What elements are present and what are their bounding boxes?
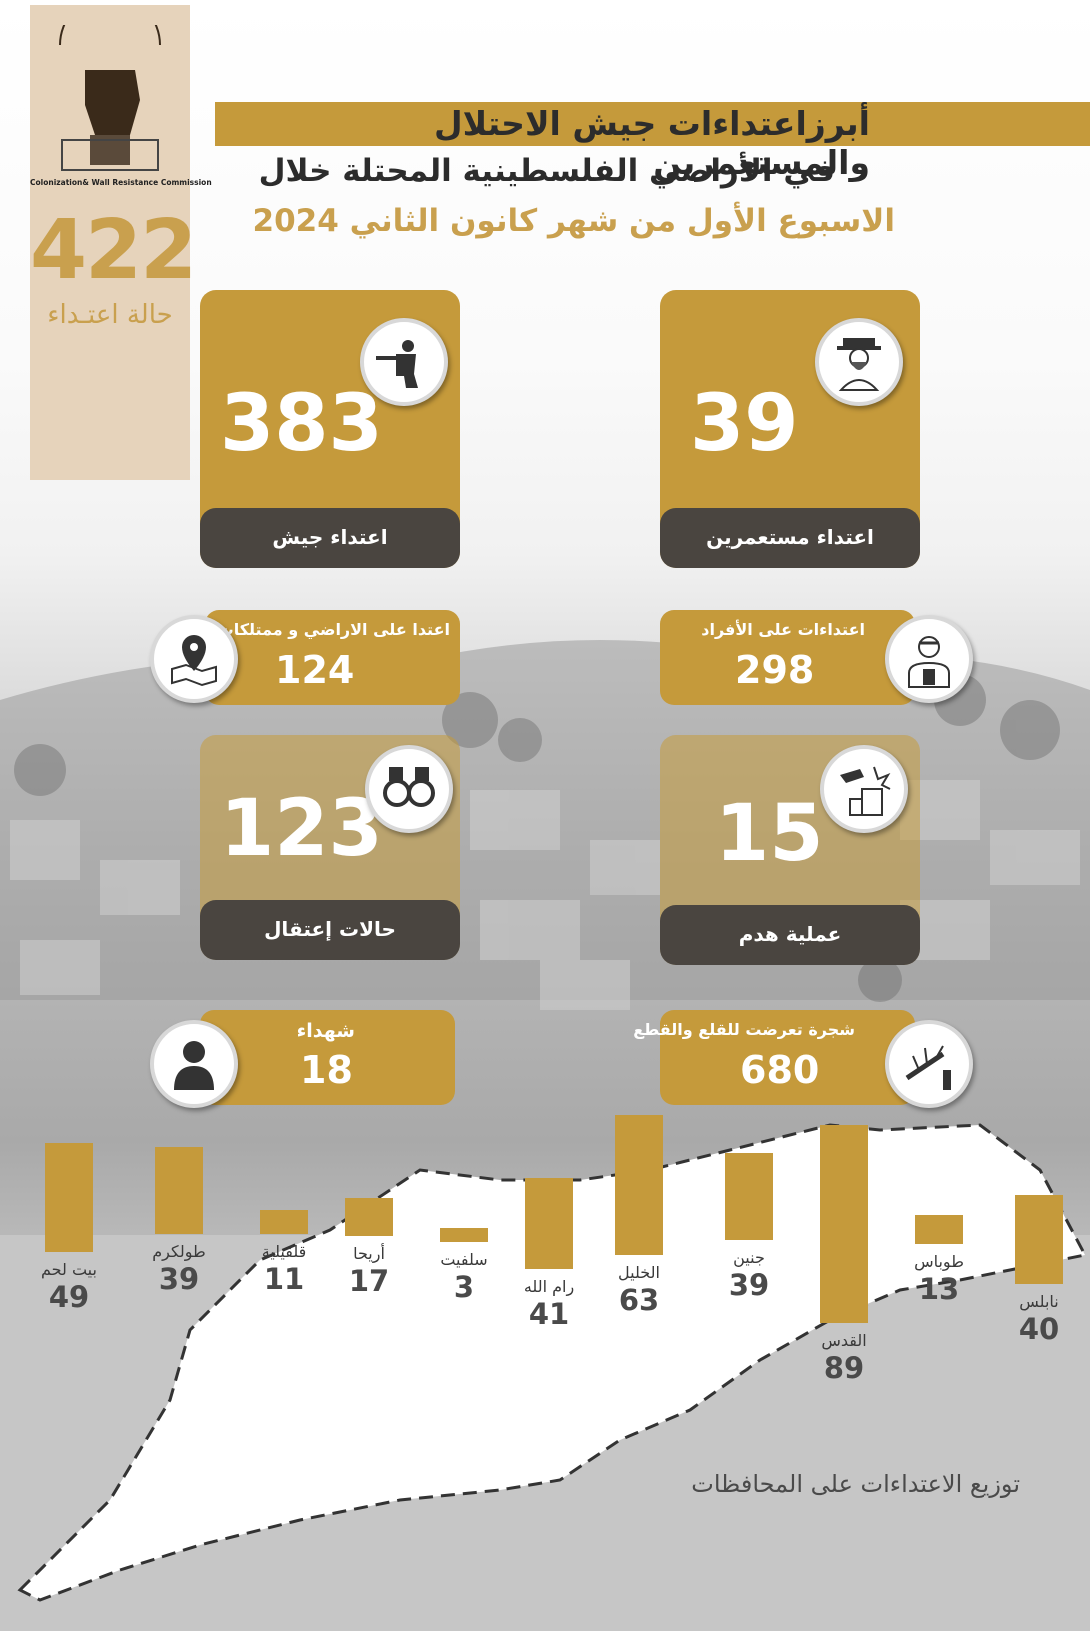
army-value: 383 [220,379,383,469]
soldier-icon [360,318,448,406]
title-line-3: الاسبوع الأول من شهر كانون الثاني 2024 [252,203,895,239]
trees-pill: شجرة تعرضت للقلع والقطع 680 [633,1010,915,1105]
settler-icon [815,318,903,406]
settlers-label: اعتداء مستعمرين [660,508,920,568]
injured-person-icon [885,615,973,703]
land-value: 124 [275,648,355,692]
bar-7 [615,1115,663,1255]
governorate-label: رام الله [523,1277,575,1297]
individuals-pill: اعتداءات على الأفراد 298 [660,610,915,705]
governorate-value: 3 [453,1270,475,1304]
person-icon [150,1020,238,1108]
bar-1 [45,1143,93,1252]
governorate-label: طولكرم [152,1241,206,1261]
trees-label: شجرة تعرضت للقلع والقطع [633,1020,855,1039]
bar-3 [260,1210,308,1235]
logo-caption: Colonization& Wall Resistance Commission [30,178,212,187]
governorate-value: 13 [918,1271,960,1306]
land-pill: اعتدا على الاراضي و ممتلكات 124 [205,610,460,705]
bar-2 [155,1147,203,1234]
map-pin-icon [150,615,238,703]
total-count: 422 [30,203,197,298]
arrests-label: حالات إعتقال [200,900,460,960]
bar-6 [525,1178,573,1270]
chart-title: توزيع الاعتداءات على المحافظات [691,1470,1020,1498]
governorate-value: 11 [263,1262,305,1297]
title-line-1: أبرزاعتداءات جيش الاحتلال والمستعمرين [434,104,870,182]
title-line-2: في الأراضي الفلسطينية المحتلة خلال [258,153,835,189]
bar-9 [820,1125,868,1323]
governorate-value: 63 [618,1282,660,1317]
settlers-value: 39 [690,379,799,469]
bar-5 [440,1228,488,1242]
demolition-icon [820,745,908,833]
demolitions-card: 15 عملية هدم [660,735,920,965]
martyrs-label: شهداء [296,1020,355,1042]
governorate-value: 89 [823,1350,865,1385]
demolitions-label: عملية هدم [660,905,920,965]
bar-4 [345,1198,393,1236]
governorate-value: 49 [48,1279,90,1314]
governorate-label: سلفيت [440,1250,488,1269]
governorate-label: قلقيلية [261,1242,307,1262]
bar-10 [915,1215,963,1244]
arrests-card: 123 حالات إعتقال [200,735,460,960]
governorate-value: 39 [158,1261,200,1296]
governorate-label: طوباس [914,1251,964,1271]
governorate-label: بيت لحم [41,1259,97,1279]
individuals-label: اعتداءات على الأفراد [701,620,865,639]
handcuffs-icon [365,745,453,833]
trees [14,674,1060,1002]
fallen-tree-icon [885,1020,973,1108]
bar-11 [1015,1195,1063,1284]
governorate-label: أريحا [353,1243,385,1263]
fist-logo-icon [59,25,161,171]
land-label: اعتدا على الاراضي و ممتلكات [217,620,450,639]
trees-value: 680 [740,1048,820,1092]
logo-panel: Colonization& Wall Resistance Commission… [30,5,212,480]
bar-8 [725,1153,773,1240]
arrests-value: 123 [220,784,383,874]
governorate-label: نابلس [1019,1291,1059,1311]
individuals-value: 298 [735,648,815,692]
total-label: حالة اعتـداء [47,300,173,330]
governorate-value: 40 [1018,1311,1060,1346]
governorate-value: 39 [728,1267,770,1302]
army-label: اعتداء جيش [200,508,460,568]
governorate-label: القدس [821,1330,867,1350]
governorate-value: 41 [528,1297,570,1332]
demolitions-value: 15 [715,789,824,879]
west-bank-outline [17,1123,1088,1602]
martyrs-pill: شهداء 18 [200,1010,455,1105]
title-bar [215,102,1090,146]
governorate-label: جنين [733,1247,765,1267]
governorate-label: الخليل [618,1262,660,1282]
governorate-value: 17 [348,1263,390,1298]
martyrs-value: 18 [300,1048,353,1092]
